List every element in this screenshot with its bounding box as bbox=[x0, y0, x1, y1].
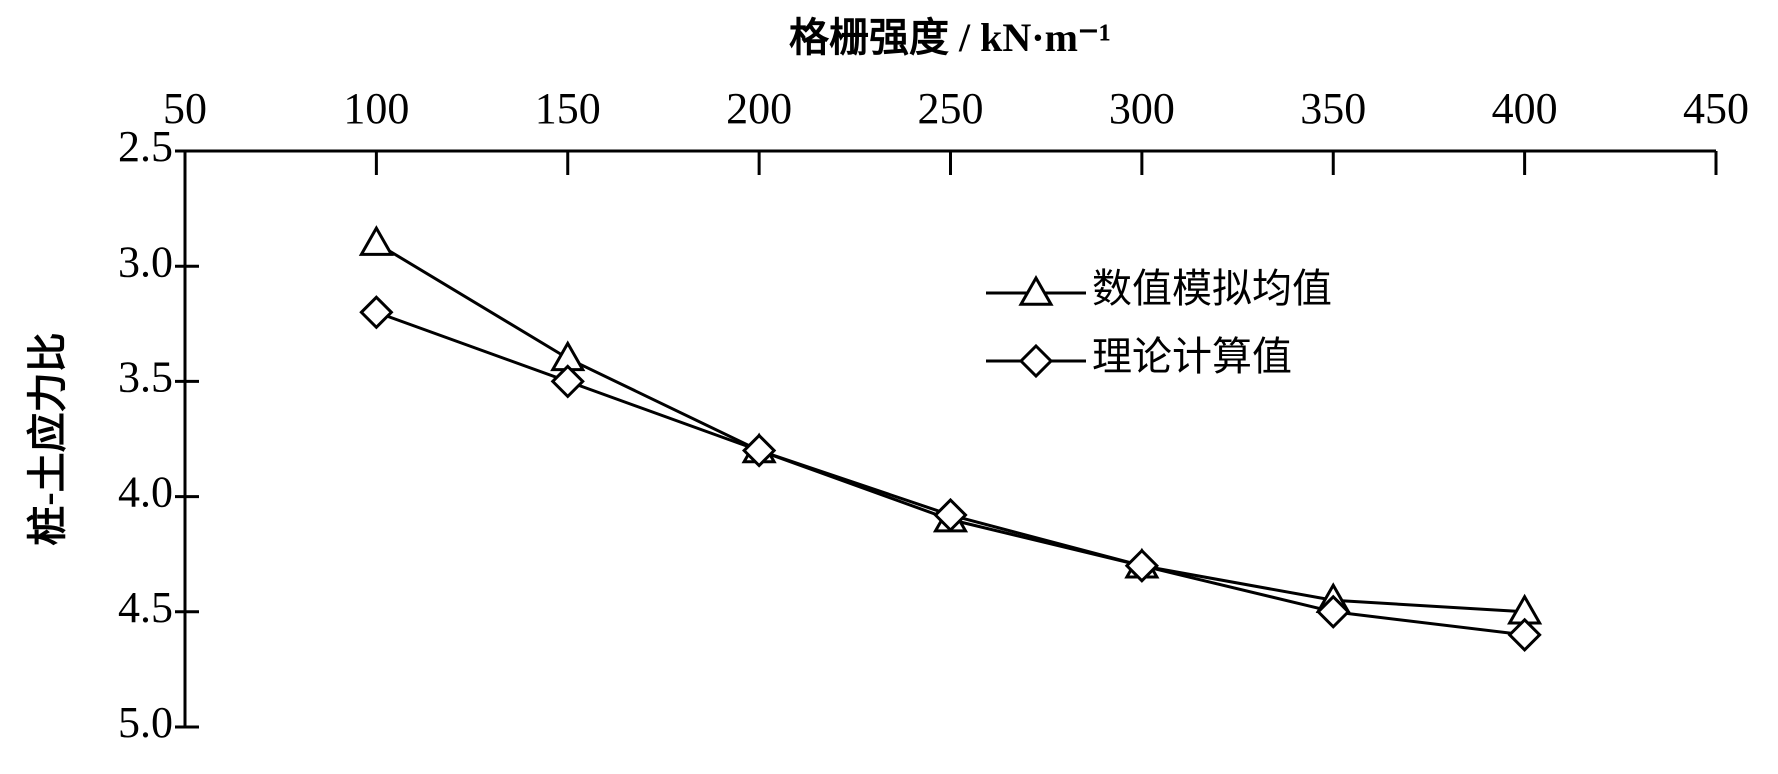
data-point bbox=[933, 497, 968, 533]
y-tick-label: 4.5 bbox=[118, 583, 173, 632]
x-tick-label: 450 bbox=[1683, 84, 1749, 133]
x-tick-label: 300 bbox=[1109, 84, 1175, 133]
data-point bbox=[1316, 594, 1351, 629]
x-tick-label: 350 bbox=[1300, 84, 1366, 133]
data-point bbox=[1507, 617, 1542, 652]
y-tick-label: 4.0 bbox=[118, 468, 173, 517]
series-line bbox=[375, 310, 1525, 637]
y-tick-label: 2.5 bbox=[118, 122, 173, 171]
x-tick-label: 100 bbox=[343, 84, 409, 133]
legend-marker bbox=[1018, 343, 1054, 379]
x-tick-label: 400 bbox=[1492, 84, 1558, 133]
data-point bbox=[359, 295, 394, 330]
x-tick-label: 200 bbox=[726, 84, 792, 133]
x-tick-label: 50 bbox=[163, 84, 207, 133]
data-point bbox=[550, 364, 585, 399]
legend-label: 数值模拟均值 bbox=[1092, 266, 1332, 311]
y-axis-title: 桩-土应力比 bbox=[25, 332, 70, 545]
y-tick-label: 3.0 bbox=[118, 237, 173, 286]
y-tick-label: 3.5 bbox=[118, 352, 173, 401]
legend-marker bbox=[1018, 274, 1054, 306]
data-point bbox=[1124, 548, 1159, 583]
x-tick-label: 150 bbox=[535, 84, 601, 133]
y-tick-label: 5.0 bbox=[118, 698, 173, 747]
series-line bbox=[375, 241, 1525, 614]
data-point bbox=[358, 225, 394, 256]
legend-label: 理论计算值 bbox=[1092, 334, 1292, 379]
x-tick-label: 250 bbox=[918, 84, 984, 133]
data-point bbox=[742, 433, 777, 468]
x-axis-title: 格栅强度 / kN·m⁻¹ bbox=[789, 15, 1111, 60]
